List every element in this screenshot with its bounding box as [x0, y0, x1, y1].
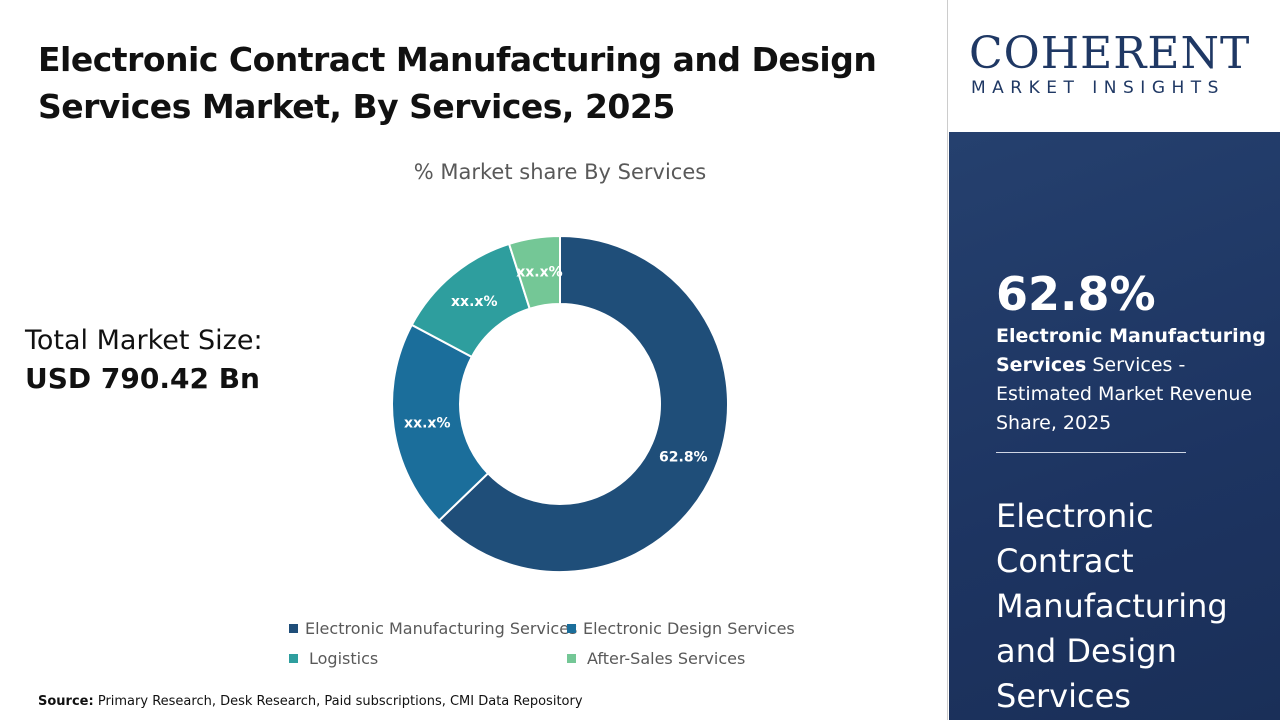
legend-item-ems: Electronic Manufacturing Services — [289, 619, 577, 638]
data-label-ems: 62.8% — [659, 449, 708, 465]
source-text: Primary Research, Desk Research, Paid su… — [97, 694, 583, 709]
logo-wordmark: COHERENT — [969, 28, 1251, 79]
legend-swatch — [567, 624, 576, 633]
legend-label: After-Sales Services — [587, 649, 746, 668]
divider — [996, 452, 1186, 453]
page-title: Electronic Contract Manufacturing and De… — [38, 40, 877, 126]
highlight-segment: Electronic Manufacturing Services — [996, 325, 1266, 376]
legend-swatch — [289, 624, 298, 633]
total-market-size-label: Total Market Size: — [25, 325, 263, 356]
market-name: Electronic Contract Manufacturing and De… — [996, 497, 1228, 715]
highlight-description: Electronic Manufacturing Services Servic… — [996, 322, 1266, 438]
logo-tagline: MARKET INSIGHTS — [971, 78, 1225, 98]
donut-slice-ems — [437, 234, 729, 573]
source-note: Source: Primary Research, Desk Research,… — [38, 694, 583, 709]
data-label-logistics: xx.x% — [451, 294, 497, 310]
data-label-after-sales: xx.x% — [516, 265, 562, 281]
legend-item-design: Electronic Design Services — [567, 619, 795, 638]
donut-slice-after-sales — [507, 234, 561, 310]
highlight-value: 62.8% — [996, 267, 1156, 321]
source-label: Source: — [38, 694, 94, 709]
logo: COHERENT MARKET INSIGHTS — [949, 0, 1280, 132]
legend-item-after-sales: After-Sales Services — [567, 649, 745, 668]
legend-label: Logistics — [309, 649, 379, 668]
legend-item-logistics: Logistics — [289, 649, 378, 668]
legend-label: Electronic Manufacturing Services — [305, 619, 578, 638]
data-label-design: xx.x% — [404, 415, 450, 431]
total-market-size-value: USD 790.42 Bn — [25, 362, 260, 395]
chart-area: Electronic Contract Manufacturing and De… — [25, 0, 948, 720]
highlight-panel: 62.8% Electronic Manufacturing Services … — [949, 132, 1280, 720]
legend-swatch — [567, 654, 576, 663]
legend-swatch — [289, 654, 298, 663]
highlight-text: Services - Estimated Market Revenue Shar… — [996, 354, 1253, 434]
chart-title: % Market share By Services — [413, 160, 707, 184]
legend-label: Electronic Design Services — [583, 619, 795, 638]
side-panel: COHERENT MARKET INSIGHTS 62.8% Electroni… — [949, 0, 1280, 720]
donut-chart: 62.8% xx.x% xx.x% xx.x% — [391, 234, 729, 573]
